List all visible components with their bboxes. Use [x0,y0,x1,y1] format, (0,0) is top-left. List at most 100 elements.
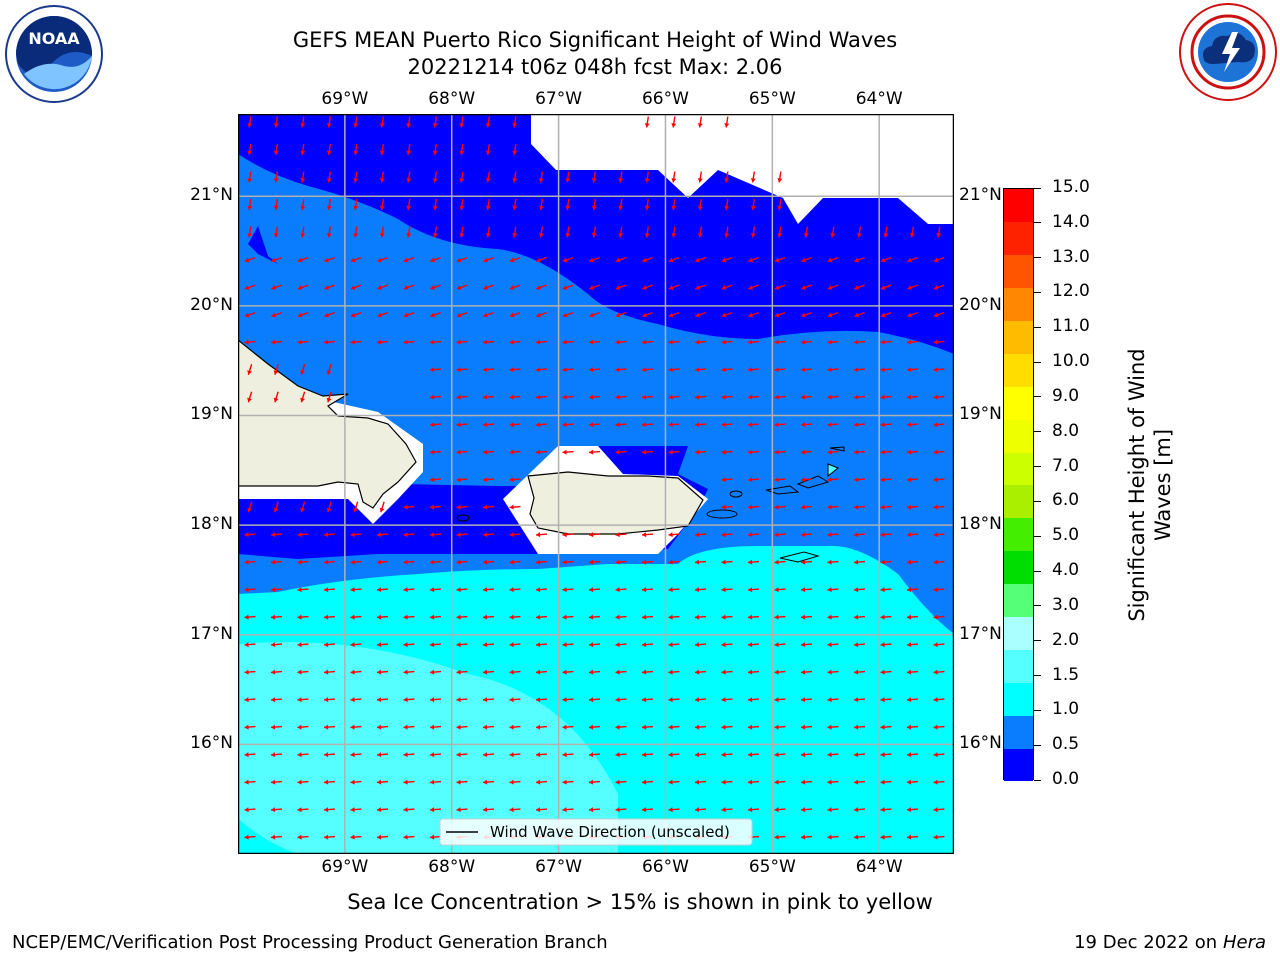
wave-direction-arrow [350,311,362,318]
wave-direction-arrow [615,394,627,400]
colorbar-tick-mark [1034,187,1041,189]
wave-direction-arrow [512,143,518,156]
wave-direction-arrow [482,449,495,455]
lon-label-bottom: 69°W [321,857,369,877]
wave-direction-arrow [694,642,707,648]
wave-direction-arrow [350,752,362,758]
wave-direction-arrow [244,587,256,593]
wave-direction-arrow [429,834,442,840]
wave-direction-arrow [273,364,279,375]
wave-direction-arrow [747,614,760,620]
wave-direction-arrow [880,834,892,840]
colorbar-segment [1004,715,1033,749]
wave-direction-arrow [323,752,336,758]
wave-direction-arrow [376,807,389,813]
wave-direction-arrow [907,284,918,290]
wave-direction-arrow [721,339,733,345]
wave-direction-arrow [906,532,919,538]
wave-direction-arrow [721,504,733,510]
wave-direction-arrow [588,669,601,675]
wave-direction-arrow [535,587,548,593]
colorbar-tick-label: 4.0 [1052,560,1080,581]
wave-direction-arrow [641,587,654,593]
wave-direction-arrow [774,311,786,318]
colorbar-segment [1004,649,1033,683]
wave-direction-arrow [565,198,571,211]
wave-direction-arrow [747,559,760,565]
wave-direction-arrow [273,198,279,211]
wave-direction-arrow [880,697,892,703]
wave-direction-arrow [906,504,919,510]
wave-direction-arrow [562,422,574,428]
wave-direction-arrow [615,669,627,675]
wave-direction-arrow [721,256,733,263]
wave-direction-arrow [323,807,336,813]
wave-direction-arrow [641,669,654,675]
wave-direction-arrow [297,724,309,730]
colorbar-tick-mark [1034,640,1041,642]
wave-direction-arrow [244,779,256,785]
wave-direction-arrow [615,311,627,318]
wave-direction-arrow [721,587,733,593]
colorbar-tick-mark [1034,535,1041,537]
colorbar-segment [1004,517,1033,552]
wave-direction-arrow [853,724,866,730]
virgin-gorda-island [827,463,839,478]
wave-direction-arrow [750,226,756,238]
wave-direction-arrow [694,614,707,620]
wave-direction-arrow [880,779,892,785]
lat-label-right: 19°N [959,404,1002,425]
wave-direction-arrow [432,116,438,128]
wave-direction-arrow [535,752,548,758]
wave-direction-arrow [694,807,707,813]
wave-direction-arrow [933,477,945,483]
wave-direction-arrow [588,422,601,428]
lon-label-top: 66°W [641,89,689,109]
wave-direction-arrow [906,367,919,373]
wave-direction-arrow [429,449,442,455]
wave-direction-arrow [933,614,945,620]
wave-direction-arrow [459,116,465,128]
wave-direction-arrow [376,339,389,345]
wave-direction-arrow [697,226,703,238]
wave-direction-arrow [588,449,601,455]
colorbar-segment [1004,254,1033,289]
wave-direction-arrow [406,198,412,211]
wave-direction-arrow [671,226,677,238]
wave-band-1-5-2-0 [238,642,618,854]
wave-direction-arrow [456,449,468,455]
wave-direction-arrow [536,256,547,263]
wave-direction-arrow [406,143,412,156]
wave-direction-arrow [853,477,866,483]
wave-direction-arrow [588,779,601,785]
wave-direction-arrow [297,284,309,290]
wave-direction-arrow [668,311,680,318]
wave-direction-arrow [323,779,336,785]
sea-ice-note: Sea Ice Concentration > 15% is shown in … [347,890,933,914]
noaa-logo-text: NOAA [28,29,80,48]
wave-direction-arrow [482,559,495,565]
wave-direction-arrow [535,394,548,400]
wave-direction-arrow [830,226,836,238]
wave-direction-arrow [615,559,627,565]
wave-direction-arrow [588,559,601,565]
wave-direction-arrow [324,256,335,263]
wave-direction-arrow [668,752,680,758]
wave-direction-arrow [721,752,733,758]
wave-direction-arrow [880,614,892,620]
wave-direction-arrow [721,284,733,290]
wave-direction-arrow [535,642,548,648]
wave-direction-arrow [774,587,786,593]
wave-direction-arrow [800,394,813,400]
wave-direction-arrow [535,532,548,538]
wave-direction-arrow [376,642,389,648]
wave-direction-arrow [244,834,256,840]
lat-label-right: 16°N [959,733,1002,754]
wave-direction-arrow [668,339,680,345]
wave-direction-arrow [721,807,733,813]
colorbar-tick-label: 15.0 [1052,177,1090,197]
wave-direction-arrow [641,642,654,648]
wave-direction-arrow [353,198,359,211]
wave-direction-arrow [432,143,438,156]
wave-direction-arrow [350,559,362,565]
